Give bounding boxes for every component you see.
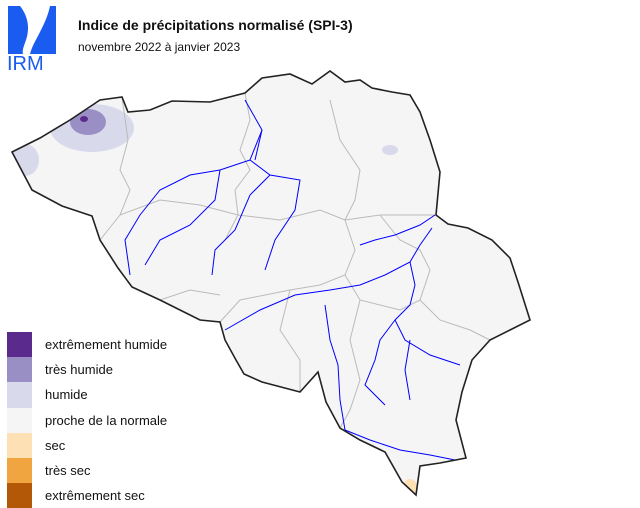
rivers <box>124 99 461 461</box>
zone-sec-south <box>403 479 417 495</box>
legend-label: proche de la normale <box>45 412 168 428</box>
legend-swatch <box>7 432 32 458</box>
legend-swatch <box>7 483 32 508</box>
legend-item: très sec <box>7 457 167 484</box>
irm-logo: IRM <box>7 6 56 72</box>
map-title: Indice de précipitations normalisé (SPI-… <box>78 17 353 33</box>
zone-extremement-humide <box>80 116 88 122</box>
legend-label: extrêmement humide <box>45 337 168 353</box>
legend: extrêmement humide très humide humide pr… <box>7 332 167 508</box>
legend-label: très humide <box>45 362 113 378</box>
legend-item: extrêmement sec <box>7 483 167 508</box>
map-period: novembre 2022 à janvier 2023 <box>78 40 241 54</box>
legend-swatch <box>7 407 32 433</box>
legend-swatch <box>7 332 32 358</box>
legend-item: proche de la normale <box>7 407 168 433</box>
legend-label: très sec <box>45 463 91 479</box>
legend-swatch <box>7 457 32 484</box>
zone-humide-east <box>382 145 398 155</box>
province-borders <box>99 92 491 429</box>
zone-humide-west <box>12 144 39 176</box>
legend-item: sec <box>7 432 167 458</box>
legend-swatch <box>7 382 32 408</box>
legend-item: extrêmement humide <box>7 332 168 358</box>
legend-item: humide <box>7 382 167 408</box>
legend-swatch <box>7 357 32 383</box>
svg-text:IRM: IRM <box>7 53 44 72</box>
legend-item: très humide <box>7 357 167 383</box>
legend-label: humide <box>45 387 88 403</box>
legend-label: extrêmement sec <box>45 488 145 504</box>
legend-label: sec <box>45 437 66 453</box>
zone-tres-humide <box>70 109 106 135</box>
